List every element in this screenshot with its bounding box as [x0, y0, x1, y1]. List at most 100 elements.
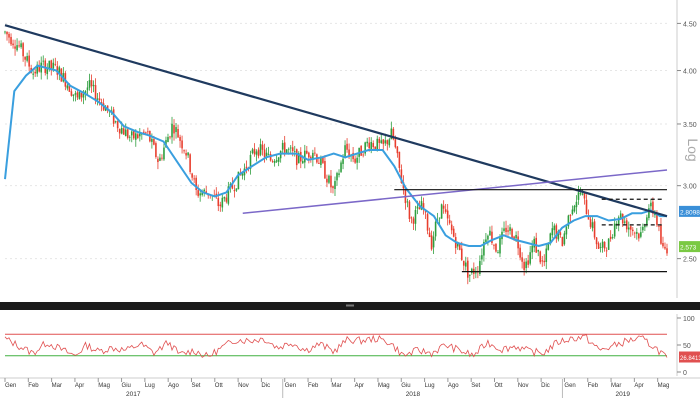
x-tick-label-23: Dic: [541, 383, 550, 389]
candle-body: [12, 43, 14, 46]
x-tick-label-14: Mar: [331, 383, 341, 389]
candle-body: [487, 235, 489, 240]
candle-body: [499, 237, 501, 254]
candle-body: [181, 140, 183, 149]
x-tick-label-3: Apr: [75, 383, 84, 389]
candle-body: [483, 241, 485, 256]
candle-body: [446, 210, 449, 219]
last-value-label-1: 2.573: [680, 245, 697, 252]
x-tick-label-15: Apr: [355, 383, 364, 389]
candle-body: [444, 209, 447, 212]
x-tick-label-1: Feb: [28, 383, 39, 389]
candle-body: [404, 188, 407, 204]
candle-body: [553, 225, 556, 231]
candle-body: [161, 157, 163, 159]
candle-body: [541, 260, 544, 262]
y-tick-label-3: 4.00: [683, 69, 697, 76]
candle-body: [382, 139, 385, 145]
candle-body: [219, 204, 222, 207]
candle-body: [662, 242, 664, 247]
candle-body: [183, 150, 185, 152]
x-tick-label-11: Dic: [261, 383, 270, 389]
candle-body: [255, 151, 258, 155]
candle-body: [575, 201, 578, 208]
candle-body: [521, 257, 523, 262]
candle-body: [581, 193, 584, 195]
candle-body: [58, 67, 61, 75]
x-tick-label-26: Mar: [611, 383, 621, 389]
candle-body: [603, 241, 606, 249]
candle-body: [664, 246, 666, 249]
x-tick-label-17: Giu: [401, 383, 410, 389]
candle-body: [448, 220, 451, 224]
candle-body: [654, 213, 656, 216]
candle-body: [80, 92, 83, 98]
candle-body: [112, 109, 115, 124]
candle-body: [519, 247, 521, 258]
candle-body: [253, 148, 256, 155]
osc-last-value-box: [679, 351, 700, 363]
candle-body: [360, 145, 362, 156]
candle-body: [623, 221, 626, 223]
candle-body: [545, 248, 548, 262]
candle-body: [118, 128, 121, 134]
candle-body: [346, 143, 348, 150]
candle-body: [267, 153, 270, 155]
candle-body: [543, 260, 546, 263]
candle-body: [116, 121, 119, 129]
x-tick-label-27: Apr: [634, 383, 643, 389]
candle-body: [338, 173, 340, 175]
candle-body: [388, 139, 391, 146]
candle-body: [563, 233, 566, 245]
candle-body: [72, 94, 75, 96]
candle-body: [587, 216, 590, 220]
x-tick-label-0: Gen: [5, 383, 16, 389]
candle-body: [130, 131, 133, 136]
candle-body: [384, 140, 387, 144]
candle-body: [547, 244, 550, 250]
candle-body: [513, 236, 515, 240]
x-tick-label-25: Feb: [588, 383, 599, 389]
candle-body: [370, 142, 373, 150]
candle-body: [627, 227, 630, 230]
candle-body: [489, 230, 491, 236]
x-tick-label-24: Gen: [564, 383, 575, 389]
candle-body: [14, 46, 16, 49]
osc-tick-label-2: 0: [683, 370, 687, 377]
candle-body: [354, 158, 356, 163]
candle-body: [485, 239, 487, 242]
moving-average-series: [4, 64, 667, 248]
candle-body: [420, 201, 423, 210]
candle-body: [177, 129, 179, 138]
x-tick-label-19: Ago: [448, 383, 459, 389]
candle-body: [237, 171, 240, 190]
candle-body: [114, 121, 117, 123]
candle-body: [301, 160, 304, 164]
candle-body: [314, 152, 316, 154]
candle-body: [356, 157, 358, 163]
candle-body: [171, 123, 173, 138]
candle-body: [50, 60, 53, 69]
candle-body: [434, 221, 437, 237]
candle-body: [291, 147, 294, 152]
x-tick-label-13: Feb: [308, 383, 319, 389]
candle-body: [167, 137, 169, 143]
candle-body: [505, 227, 507, 233]
candle-body: [398, 151, 401, 168]
candle-body: [163, 147, 165, 160]
osc-last-value-label: 26.8413: [680, 356, 700, 362]
x-tick-label-21: Ott: [495, 383, 503, 389]
candle-body: [629, 226, 632, 230]
candle-body: [187, 152, 189, 156]
candle-body: [605, 250, 608, 252]
candle-body: [32, 73, 34, 75]
candle-body: [567, 215, 570, 227]
candle-body: [340, 162, 342, 172]
candle-body: [442, 205, 445, 209]
candle-body: [263, 149, 266, 158]
candle-body: [68, 84, 71, 92]
candle-body: [8, 33, 10, 38]
candle-body: [139, 133, 141, 137]
candle-body: [646, 217, 648, 226]
x-year-label-1: 2018: [406, 391, 421, 398]
